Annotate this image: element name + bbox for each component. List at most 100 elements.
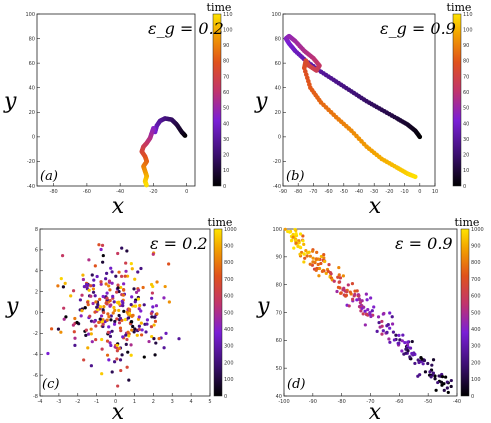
scatter-point [113,319,117,324]
scatter-point [117,302,121,306]
x-tick-label: -4 [38,399,43,405]
scatter-point [445,380,449,384]
scatter-point [314,257,318,261]
scatter-point [353,292,357,297]
scatter-point [129,343,133,347]
scatter-point [141,285,145,290]
colorbar-title: time [447,1,472,14]
y-tick-label: 70 [276,310,282,316]
scatter-point [104,277,108,281]
y-tick-label: 100 [271,12,281,18]
scatter-point [108,341,112,345]
scatter-point [292,246,296,250]
y-tick-label: 8 [35,227,38,233]
colorbar [212,13,222,187]
scatter-point [380,319,384,324]
scatter-point [133,327,137,331]
x-tick-label: 2 [152,399,155,405]
panel-2: -90 -80 -70 -60 -50 -40 -30 -20 -10 0 10 -40 -20 0 20 4… [254,1,473,219]
scatter-point [150,291,155,295]
scatter-point [110,370,114,374]
scatter-point [317,274,321,278]
scatter-point [343,294,348,298]
y-tick-label: 40 [29,86,35,92]
scatter-point [115,317,119,321]
y-tick-label: -8 [33,394,38,400]
colorbar-tick-label: 90 [463,43,469,49]
scatter-point [351,297,355,301]
x-tick-label: -90 [309,399,317,405]
scatter-point [84,328,88,332]
scatter-point [125,337,129,342]
colorbar-tick-label: 1000 [224,227,237,233]
scatter-point [98,305,103,309]
scatter-point [98,297,102,301]
scatter-point [105,353,110,357]
x-axis-label: x [369,400,382,423]
x-axis-label: x [112,194,125,219]
scatter-point [338,276,343,280]
colorbar-tick-label: 200 [224,360,234,366]
scatter-point [117,321,122,325]
scatter-point [422,358,427,363]
scatter-point [404,351,408,355]
scatter-point [108,334,113,338]
colorbar-tick-label: 50 [223,106,229,112]
scatter-point [125,310,129,314]
x-tick-label: -20 [385,189,393,195]
scatter-point [133,277,137,281]
scatter-point [163,284,167,289]
scatter-point [430,363,434,367]
scatter-point [341,274,345,278]
scatter-point [89,319,94,323]
scatter-point [429,375,433,379]
scatter-point [112,322,117,326]
scatter-point [72,330,76,334]
y-tick-label: 80 [275,36,281,42]
scatter-point [84,282,89,287]
scatter-point [105,296,109,300]
colorbar-tick-label: 0 [223,184,226,190]
scatter-point [107,279,112,283]
scatter-point [445,386,449,390]
scatter-point [127,334,131,338]
colorbar-tick-label: 700 [471,277,481,283]
colorbar-tick-label: 500 [471,310,481,316]
scatter-point [408,346,413,350]
scatter-point [121,304,125,308]
scatter-point [428,370,432,374]
colorbar-tick-label: 70 [223,74,229,80]
scatter-point [381,329,385,333]
scatter-point [139,321,143,325]
colorbar-tick-label: 200 [471,360,481,366]
scatter-point [426,361,430,366]
scatter-point [419,356,423,360]
y-tick-label: 80 [276,282,282,288]
scatter-point [145,318,150,322]
scatter-point [304,249,308,253]
scatter-point [397,333,401,338]
scatter-point [335,289,339,294]
scatter-point [129,320,133,324]
scatter-point [62,306,66,310]
x-tick-label: -60 [395,399,403,405]
scatter-point [130,295,134,299]
scatter-point [87,258,91,262]
scatter-point [376,315,381,319]
scatter-point [142,355,146,359]
x-tick-label: 4 [190,399,193,405]
scatter-point [297,239,301,243]
annotation: ε_g = 0.2 [148,19,224,38]
scatter-point [79,314,83,318]
colorbar-tick-label: 40 [463,121,469,127]
scatter-point [387,337,391,341]
y-axis-label: y [254,89,268,114]
scatter-point [364,292,368,296]
scatter-point [122,309,126,313]
scatter-point [101,322,105,326]
colorbar-tick-label: 400 [471,327,481,333]
scatter-point [109,303,113,307]
scatter-point [92,278,96,282]
colorbar-tick-label: 100 [223,27,233,33]
scatter-point [117,313,121,318]
